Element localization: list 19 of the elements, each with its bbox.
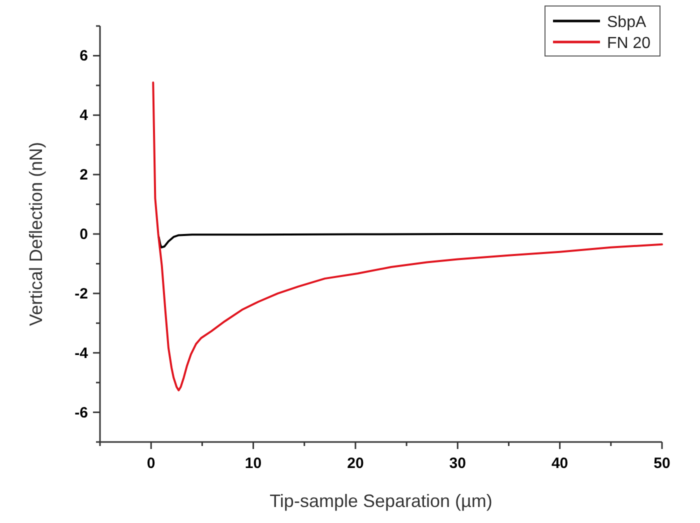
x-tick-label: 40 — [551, 455, 568, 472]
y-tick-label: 0 — [80, 226, 88, 243]
x-tick-label: 10 — [244, 455, 262, 472]
y-tick-label: 4 — [80, 107, 89, 124]
legend-label: FN 20 — [607, 35, 651, 52]
x-tick-label: 50 — [654, 455, 670, 472]
y-tick-label: 6 — [80, 48, 88, 65]
legend-label: SbpA — [607, 14, 646, 31]
y-tick-label: -4 — [74, 344, 89, 362]
line-series — [152, 81, 663, 392]
x-tick-label: 20 — [347, 455, 364, 472]
y-tick-label: -6 — [74, 404, 88, 422]
y-tick-label: -2 — [74, 285, 88, 302]
line-series — [158, 233, 663, 248]
y-tick-label: 2 — [80, 166, 88, 184]
y-axis-title: Vertical Deflection (nN) — [26, 142, 46, 326]
x-tick-label: 0 — [146, 455, 156, 472]
x-tick-label: 30 — [449, 455, 466, 472]
x-axis-title: Tip-sample Separation (µm) — [270, 491, 492, 511]
